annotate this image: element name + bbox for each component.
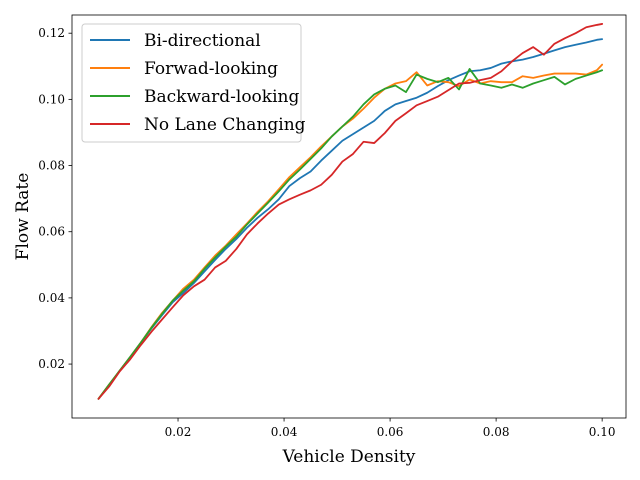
- x-tick-label: 0.02: [165, 425, 192, 439]
- legend-box: [81, 23, 302, 143]
- x-axis-ticks: 0.02 0.04 0.06 0.08 0.10: [165, 418, 616, 439]
- series-line-3: [97, 23, 604, 400]
- series-line-0: [97, 38, 604, 400]
- series-line-1: [97, 63, 604, 400]
- y-tick-label: 0.02: [38, 357, 65, 371]
- plot-frame: [71, 14, 627, 419]
- legend-label-0: Bi-directional: [144, 31, 261, 51]
- y-axis-ticks: 0.02 0.04 0.06 0.08 0.10 0.12: [38, 26, 72, 371]
- x-tick-label: 0.04: [271, 425, 298, 439]
- x-tick-label: 0.10: [589, 425, 616, 439]
- series-line-2: [97, 68, 604, 400]
- y-tick-label: 0.12: [38, 26, 65, 40]
- legend-label-3: No Lane Changing: [144, 115, 306, 135]
- x-tick-label: 0.08: [483, 425, 510, 439]
- x-tick-label: 0.06: [377, 425, 404, 439]
- y-tick-label: 0.08: [38, 159, 65, 173]
- y-tick-label: 0.10: [38, 92, 65, 106]
- legend-label-2: Backward-looking: [144, 87, 299, 107]
- x-axis-title: Vehicle Density: [282, 447, 416, 467]
- y-tick-label: 0.04: [38, 291, 65, 305]
- legend: Bi-directional Forwad-looking Backward-loo…: [81, 23, 306, 143]
- y-axis-title: Flow Rate: [13, 173, 33, 261]
- series-layer: [97, 23, 604, 400]
- y-tick-label: 0.06: [38, 225, 65, 239]
- legend-label-1: Forwad-looking: [144, 59, 278, 79]
